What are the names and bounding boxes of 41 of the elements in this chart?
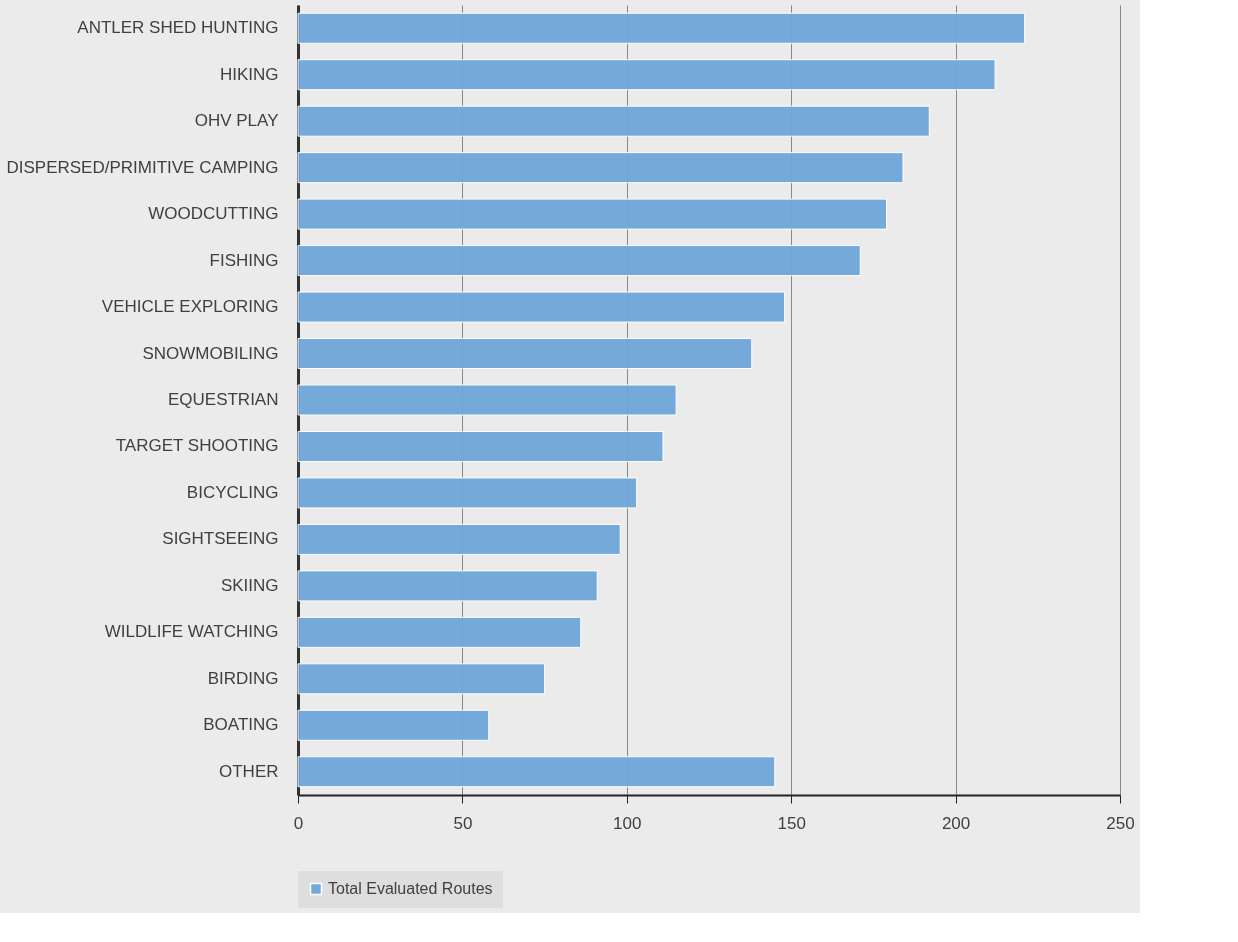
y-tick-label: SKIING: [220, 575, 279, 595]
bar: [297, 59, 996, 91]
y-tick-label: WOODCUTTING: [148, 204, 279, 224]
y-tick-label: EQUESTRIAN: [167, 390, 279, 409]
y-tick-label: SIGHTSEEING: [162, 529, 279, 549]
y-tick-label: OTHER: [219, 761, 279, 781]
y-tick-label: FISHING: [209, 250, 279, 270]
bar: [297, 245, 861, 277]
y-tick-label: SNOWMOBILING: [142, 343, 279, 363]
y-tick-label: DISPERSED/PRIMITIVE CAMPING: [6, 157, 279, 177]
x-tick-label: 150: [777, 813, 806, 833]
bar: [297, 105, 930, 137]
bar: [297, 430, 664, 462]
bar: [297, 291, 786, 323]
x-tick-label: 250: [1106, 813, 1135, 833]
y-tick-label: ANTLER SHED HUNTING: [77, 18, 279, 38]
bar: [297, 198, 888, 230]
bar: [297, 338, 753, 370]
bar: [297, 756, 776, 788]
bar: [297, 570, 598, 602]
bar: [297, 523, 621, 555]
y-tick-label: BICYCLING: [186, 482, 279, 502]
y-tick-label: WILDLIFE WATCHING: [104, 622, 279, 642]
x-tick-label: 200: [941, 813, 971, 833]
y-tick-label: BIRDING: [207, 668, 279, 688]
bar: [297, 152, 904, 184]
bar: [297, 477, 638, 509]
y-tick-label: VEHICLE EXPLORING: [101, 297, 279, 317]
x-tick-label: 50: [453, 813, 473, 833]
bar: [297, 12, 1026, 44]
bar: [297, 663, 546, 695]
bar: [297, 709, 490, 741]
y-tick-label: TARGET SHOOTING: [115, 436, 279, 456]
y-tick-label: OHV PLAY: [194, 111, 279, 131]
bar: [297, 616, 582, 648]
x-tick-label: 0: [293, 813, 304, 833]
x-tick-label: 100: [613, 813, 642, 833]
y-tick-label: HIKING: [219, 64, 279, 84]
legend-label: Total Evaluated Routes: [328, 880, 493, 897]
y-tick-label: BOATING: [203, 715, 279, 735]
bar: [297, 384, 677, 416]
